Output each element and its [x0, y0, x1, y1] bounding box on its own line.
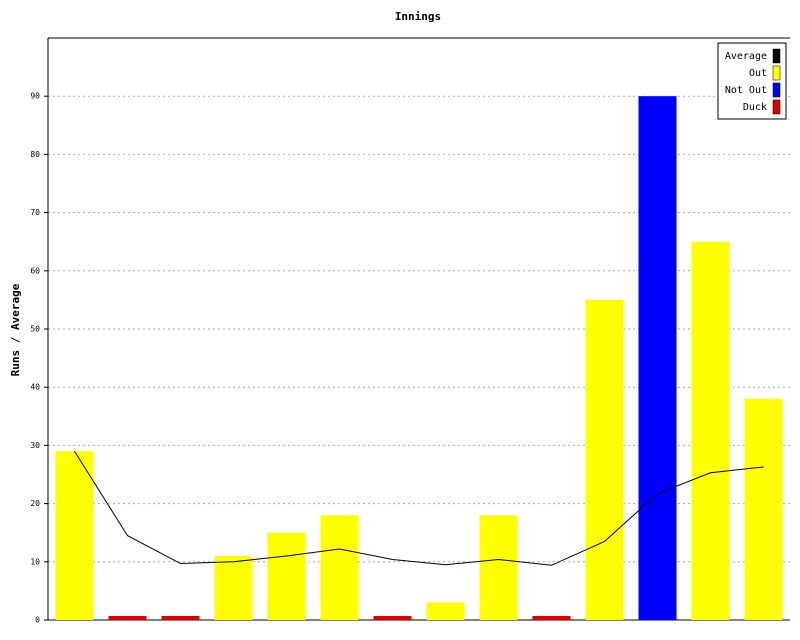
chart-title: Innings	[395, 10, 441, 23]
y-tick-label: 60	[30, 266, 40, 275]
y-tick-label: 30	[30, 441, 40, 450]
y-tick-label: 10	[30, 557, 40, 566]
legend-swatch	[772, 82, 781, 98]
legend-label: Out	[749, 68, 767, 79]
y-tick-label: 40	[30, 383, 40, 392]
bar	[532, 616, 571, 620]
legend-label: Duck	[743, 102, 767, 113]
y-tick-label: 20	[30, 499, 40, 508]
average-line	[74, 450, 764, 566]
bar	[214, 555, 253, 620]
bar	[161, 616, 200, 620]
bar	[55, 451, 94, 620]
legend-label: Not Out	[725, 85, 767, 96]
bar	[479, 515, 518, 620]
bar	[320, 515, 359, 620]
bar	[585, 299, 624, 620]
y-tick-label: 70	[30, 208, 40, 217]
legend-swatch	[772, 65, 781, 81]
bar	[108, 616, 147, 620]
y-tick-label: 0	[35, 616, 40, 625]
y-tick-label: 50	[30, 325, 40, 334]
bar	[638, 96, 677, 620]
y-axis-label: Runs / Average	[9, 283, 22, 376]
y-tick-label: 90	[30, 92, 40, 101]
bar	[744, 398, 783, 620]
legend-label: Average	[725, 51, 767, 62]
legend-swatch	[772, 48, 781, 64]
y-tick-label: 80	[30, 150, 40, 159]
bar	[426, 602, 465, 620]
bar	[267, 532, 306, 620]
bar	[691, 241, 730, 620]
bar	[373, 616, 412, 620]
legend-swatch	[772, 99, 781, 115]
